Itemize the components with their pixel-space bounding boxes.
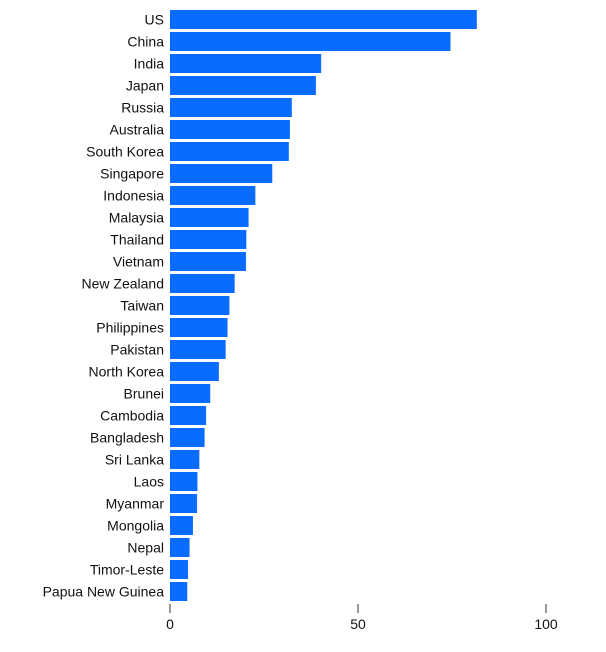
bar-laos [170,472,198,491]
category-label: China [127,34,164,50]
category-label: Vietnam [113,254,164,270]
category-label: Malaysia [109,210,164,226]
category-label: New Zealand [82,276,165,292]
bar-philippines [170,318,228,337]
category-label: Sri Lanka [105,452,164,468]
bar-indonesia [170,186,256,205]
bar-russia [170,98,292,117]
category-label: Timor-Leste [90,562,164,578]
category-label: India [134,56,165,72]
category-label: Pakistan [110,342,164,358]
bar-papua-new-guinea [170,582,188,601]
bar-pakistan [170,340,226,359]
bar-mongolia [170,516,193,535]
category-label: Laos [134,474,164,490]
bar-south-korea [170,142,289,161]
category-label: US [145,12,164,28]
x-tick-label: 0 [166,616,174,632]
category-label: Myanmar [106,496,165,512]
bar-bangladesh [170,428,205,447]
category-label: Brunei [124,386,164,402]
bar-singapore [170,164,273,183]
category-label: Thailand [110,232,164,248]
bar-north-korea [170,362,219,381]
bar-brunei [170,384,211,403]
x-axis: 0 50 100 [166,604,558,632]
category-label: Nepal [127,540,164,556]
bars-layer [170,10,477,601]
x-tick-label: 50 [350,616,366,632]
category-label: Cambodia [100,408,164,424]
category-label: South Korea [86,144,164,160]
bar-nepal [170,538,190,557]
bar-australia [170,120,290,139]
bar-vietnam [170,252,246,271]
category-label: Russia [121,100,164,116]
bar-us [170,10,477,29]
category-label: Indonesia [103,188,164,204]
x-tick-label: 100 [534,616,558,632]
bar-india [170,54,322,73]
bar-myanmar [170,494,198,513]
category-label: Papua New Guinea [43,584,165,600]
category-label: Japan [126,78,164,94]
category-labels: US China India Japan Russia Australia South Ko… [43,12,165,600]
bar-japan [170,76,316,95]
category-label: North Korea [89,364,165,380]
bar-cambodia [170,406,207,425]
category-label: Australia [110,122,165,138]
category-label: Singapore [100,166,164,182]
category-label: Bangladesh [90,430,164,446]
category-label: Taiwan [120,298,164,314]
bar-taiwan [170,296,230,315]
bar-china [170,32,451,51]
bar-new-zealand [170,274,235,293]
category-label: Philippines [96,320,164,336]
bar-sri-lanka [170,450,200,469]
bar-thailand [170,230,247,249]
category-label: Mongolia [107,518,164,534]
bar-timor-leste [170,560,189,579]
bar-malaysia [170,208,249,227]
